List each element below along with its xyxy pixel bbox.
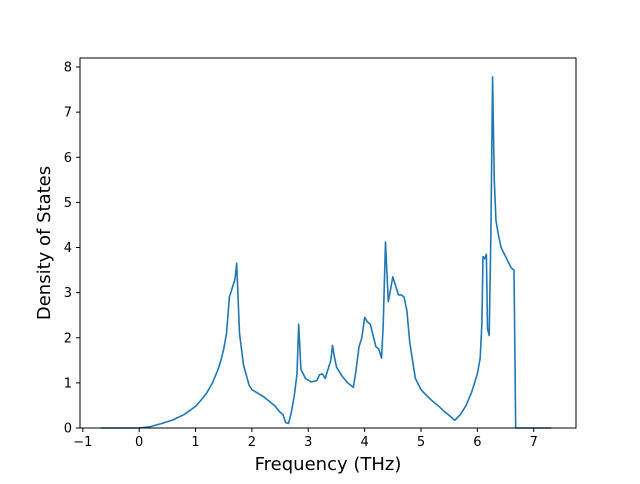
- y-tick-label: 4: [64, 241, 72, 256]
- x-tick-label: 4: [360, 435, 368, 450]
- x-tick-label: −1: [73, 435, 92, 450]
- y-tick-label: 5: [64, 196, 72, 211]
- x-axis-ticks: −1 0 1 2 3 4 5 6 7: [73, 428, 538, 450]
- x-tick-label: 6: [473, 435, 481, 450]
- y-axis-label: Density of States: [34, 166, 55, 320]
- y-axis-ticks: 0 1 2 3 4 5 6 7 8: [64, 61, 80, 437]
- dos-series-line-0: [100, 76, 552, 429]
- data-layer: [100, 76, 552, 429]
- x-tick-label: 0: [135, 435, 143, 450]
- x-tick-label: 5: [417, 435, 425, 450]
- y-tick-label: 8: [64, 61, 72, 76]
- y-tick-label: 7: [64, 106, 72, 121]
- y-tick-label: 2: [64, 331, 72, 346]
- x-tick-label: 3: [304, 435, 312, 450]
- y-tick-label: 3: [64, 286, 72, 301]
- y-tick-label: 6: [64, 151, 72, 166]
- plot-frame: [79, 57, 577, 429]
- y-tick-label: 1: [64, 376, 72, 391]
- x-axis-label: Frequency (THz): [255, 454, 402, 475]
- plot-area-background: [80, 58, 576, 428]
- x-tick-label: 1: [191, 435, 199, 450]
- x-tick-label: 7: [530, 435, 538, 450]
- y-tick-label: 0: [64, 422, 72, 437]
- x-tick-label: 2: [248, 435, 256, 450]
